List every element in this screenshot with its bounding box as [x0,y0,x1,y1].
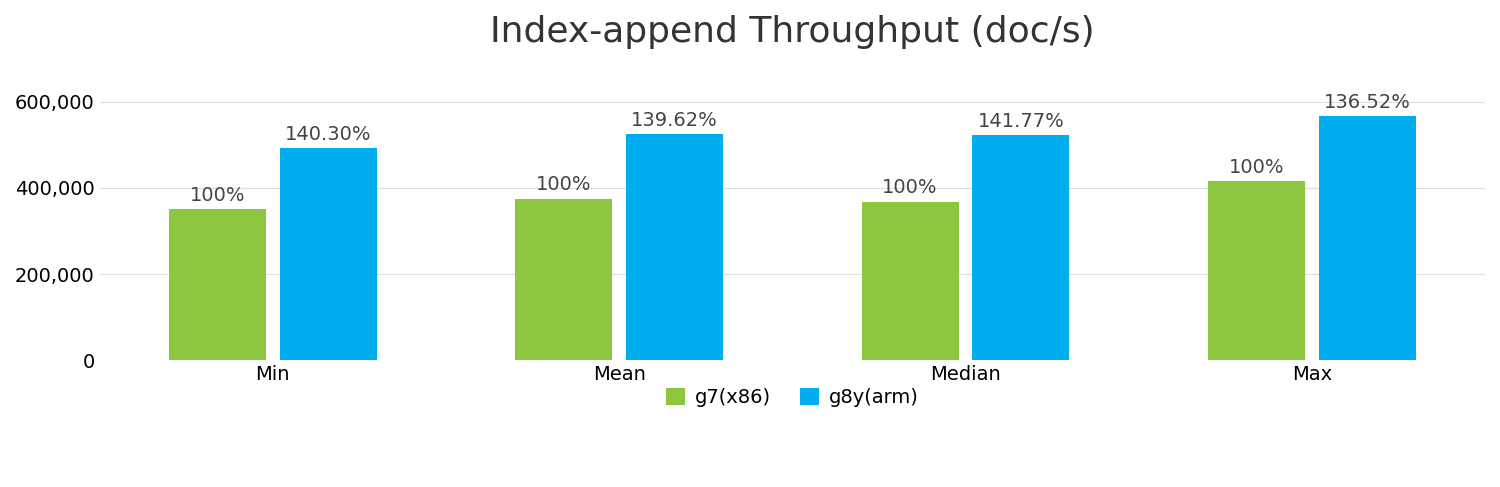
Bar [972,135,1070,360]
Text: 100%: 100% [1228,158,1284,177]
Text: 140.30%: 140.30% [285,125,372,144]
Bar [626,134,723,360]
Text: 139.62%: 139.62% [632,111,718,130]
Text: 136.52%: 136.52% [1324,93,1410,112]
Bar [1208,181,1305,360]
Legend: g7(x86), g8y(arm): g7(x86), g8y(arm) [658,380,927,415]
Bar [514,199,612,360]
Bar [1318,116,1416,360]
Bar [861,202,958,360]
Title: Index-append Throughput (doc/s): Index-append Throughput (doc/s) [490,15,1095,49]
Text: 100%: 100% [882,178,938,197]
Bar [279,149,376,360]
Bar [170,209,266,360]
Text: 100%: 100% [536,175,591,194]
Text: 100%: 100% [189,186,244,205]
Text: 141.77%: 141.77% [978,112,1065,131]
